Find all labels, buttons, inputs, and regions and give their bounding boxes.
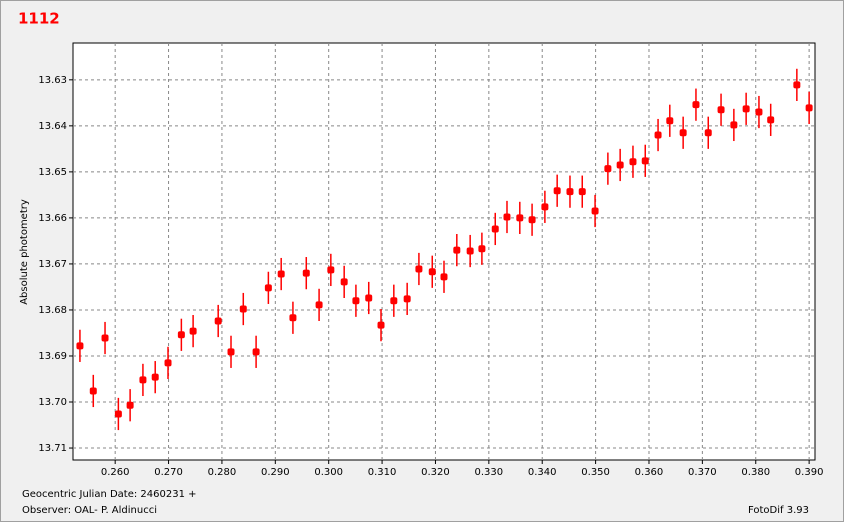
data-point: [302, 269, 310, 277]
data-point: [466, 247, 474, 255]
data-point: [478, 245, 486, 253]
x-tick-label: 0.280: [208, 467, 237, 478]
data-point: [76, 342, 84, 350]
data-point: [440, 273, 448, 281]
data-point: [289, 314, 297, 322]
data-point: [390, 297, 398, 305]
x-tick-label: 0.360: [635, 467, 664, 478]
y-tick-label: 13.63: [38, 75, 67, 86]
x-tick-label: 0.340: [528, 467, 557, 478]
data-point: [503, 213, 511, 221]
data-point: [730, 121, 738, 129]
software: FotoDif 3.93: [748, 505, 809, 516]
x-tick-label: 0.270: [154, 467, 183, 478]
data-point: [151, 373, 159, 381]
data-point: [491, 225, 499, 233]
data-point: [541, 203, 549, 211]
data-point: [578, 188, 586, 196]
x-tick-label: 0.300: [314, 467, 343, 478]
x-tick-label: 0.310: [368, 467, 397, 478]
data-point: [327, 266, 335, 274]
y-axis-label: Absolute photometry: [19, 199, 30, 305]
data-point: [415, 265, 423, 273]
data-point: [189, 327, 197, 335]
data-point: [340, 278, 348, 286]
data-point: [717, 106, 725, 114]
data-point: [227, 348, 235, 356]
data-point: [315, 301, 323, 309]
data-point: [101, 334, 109, 342]
y-tick-label: 13.66: [38, 213, 67, 224]
data-point: [654, 131, 662, 139]
data-point: [177, 331, 185, 339]
data-point: [89, 387, 97, 395]
data-point: [666, 117, 674, 125]
x-tick-label: 0.320: [421, 467, 450, 478]
data-point: [692, 101, 700, 109]
data-point: [767, 116, 775, 124]
data-point: [277, 270, 285, 278]
data-point: [704, 129, 712, 137]
y-tick-label: 13.67: [38, 259, 67, 270]
data-point: [239, 305, 247, 313]
x-tick-label: 0.390: [795, 467, 824, 478]
data-point: [164, 359, 172, 367]
x-caption: Geocentric Julian Date: 2460231 +: [22, 489, 197, 500]
y-tick-label: 13.68: [38, 305, 67, 316]
data-point: [453, 246, 461, 254]
x-tick-label: 0.350: [581, 467, 610, 478]
data-point: [793, 81, 801, 89]
data-point: [252, 348, 260, 356]
y-tick-label: 13.71: [38, 443, 67, 454]
data-point: [679, 129, 687, 137]
data-point: [377, 321, 385, 329]
x-tick-label: 0.260: [101, 467, 130, 478]
data-point: [403, 295, 411, 303]
data-point: [553, 187, 561, 195]
data-point: [365, 294, 373, 302]
data-point: [139, 376, 147, 384]
data-point: [352, 297, 360, 305]
x-tick-label: 0.330: [475, 467, 504, 478]
y-tick-label: 13.64: [38, 121, 67, 132]
data-point: [264, 284, 272, 292]
data-point: [214, 317, 222, 325]
data-point: [591, 207, 599, 215]
data-point: [616, 161, 624, 169]
data-point: [516, 214, 524, 222]
data-point: [755, 108, 763, 116]
data-point: [114, 410, 122, 418]
data-point: [566, 188, 574, 196]
y-tick-label: 13.70: [38, 397, 67, 408]
data-point: [126, 401, 134, 409]
y-tick-label: 13.69: [38, 351, 67, 362]
observer: Observer: OAL- P. Aldinucci: [22, 505, 157, 516]
data-point: [528, 216, 536, 224]
data-point: [641, 157, 649, 165]
x-tick-label: 0.380: [741, 467, 770, 478]
chart-title: 1112: [18, 10, 60, 28]
data-point: [604, 165, 612, 173]
data-point: [742, 105, 750, 113]
x-tick-label: 0.370: [688, 467, 717, 478]
plot-area: [72, 42, 816, 461]
y-tick-label: 13.65: [38, 167, 67, 178]
data-point: [428, 268, 436, 276]
data-point: [629, 158, 637, 166]
data-point: [805, 104, 813, 112]
x-tick-label: 0.290: [261, 467, 290, 478]
